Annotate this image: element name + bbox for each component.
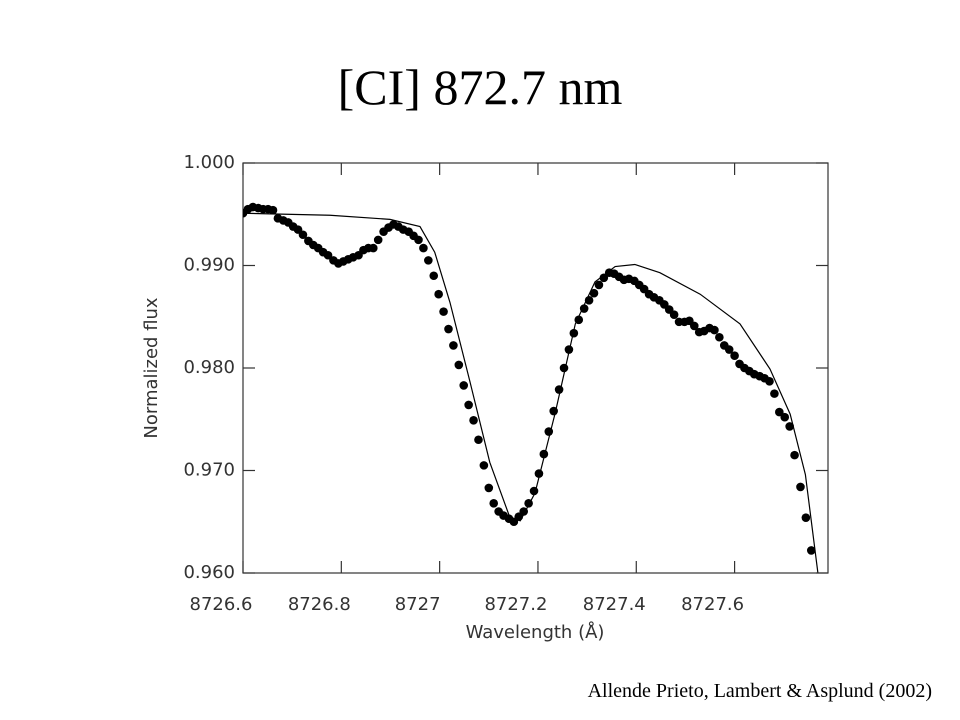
x-axis-label: Wavelength (Å) [466, 621, 605, 643]
y-tick-label: 0.980 [183, 357, 235, 378]
data-point [464, 400, 473, 410]
plot-area [243, 202, 819, 573]
x-tick-label: 8727 [395, 594, 441, 615]
data-point [373, 235, 383, 245]
data-point [594, 280, 604, 290]
data-point [298, 230, 308, 240]
data-point [439, 307, 448, 316]
data-point [775, 407, 784, 417]
data-point [806, 546, 816, 555]
data-point [419, 243, 428, 253]
data-point [730, 351, 739, 361]
data-point [414, 235, 423, 245]
x-tick-label: 8727.2 [484, 594, 547, 615]
x-tick-label: 8726.8 [288, 594, 351, 615]
model-line [243, 212, 819, 573]
data-point [710, 325, 719, 335]
data-point [534, 469, 544, 478]
data-point [589, 288, 599, 298]
data-point [801, 513, 811, 522]
data-point [454, 360, 464, 370]
data-point [724, 345, 734, 354]
data-point [484, 483, 494, 493]
data-point [459, 381, 469, 390]
data-point [449, 341, 458, 350]
data-point [790, 450, 799, 460]
data-point [323, 250, 333, 260]
data-point [559, 363, 569, 373]
data-point [489, 499, 499, 508]
data-point [539, 449, 549, 459]
y-tick-label: 0.960 [183, 562, 235, 583]
data-point [715, 332, 724, 342]
data-point [434, 289, 443, 299]
y-tick-label: 0.970 [183, 460, 235, 481]
data-point [785, 422, 794, 431]
data-point [424, 256, 433, 265]
y-tick-label: 0.990 [183, 255, 235, 276]
data-point [268, 205, 278, 215]
data-point [469, 415, 478, 425]
data-point [780, 412, 790, 422]
x-tick-label: 8726.6 [190, 594, 253, 615]
data-point [429, 271, 439, 281]
data-point [444, 324, 453, 334]
x-tick-label: 8727.4 [583, 594, 646, 615]
source-credit: Allende Prieto, Lambert & Asplund (2002) [588, 680, 932, 702]
data-point [765, 377, 774, 386]
data-point [689, 321, 699, 331]
data-point [474, 435, 483, 445]
data-point [669, 310, 679, 320]
x-tick-label: 8727.6 [681, 594, 744, 615]
data-point [796, 482, 805, 492]
data-point [554, 385, 564, 394]
data-point [479, 461, 489, 470]
y-tick-label: 1.000 [183, 152, 235, 173]
data-point [770, 389, 779, 398]
slide-title: [CI] 872.7 nm [338, 59, 623, 115]
data-point [599, 273, 609, 283]
data-point [368, 243, 378, 253]
y-axis-label: Normalized flux [141, 297, 162, 439]
